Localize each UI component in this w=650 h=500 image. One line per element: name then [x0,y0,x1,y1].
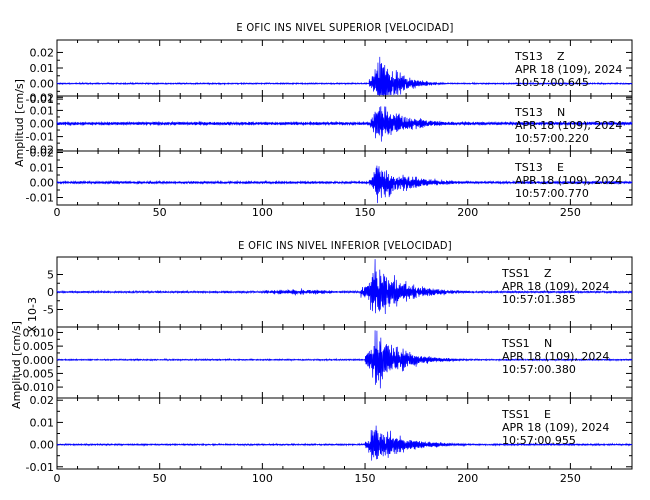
panel-date-label: APR 18 (109), 2024 [515,63,622,76]
y-tick-label: 0.01 [30,62,55,75]
panel-date-label: APR 18 (109), 2024 [502,350,609,363]
panel-station-label: TS13 [514,161,543,174]
panel-time-label: 10:57:00.220 [515,132,589,145]
x-tick-label: 0 [54,206,61,219]
panel-station-label: TSS1 [501,408,530,421]
waveform-trace [56,425,633,461]
panel-component-label: Z [557,50,565,63]
panel-date-label: APR 18 (109), 2024 [502,421,609,434]
panel-date-label: APR 18 (109), 2024 [515,119,622,132]
y-tick-label: 0.01 [30,416,55,429]
lower-y-axis-label: Amplitud [cm/s] [10,321,23,409]
y-tick-label: -0.01 [26,192,54,205]
waveform-trace [56,165,633,204]
panel-station-label: TSS1 [501,337,530,350]
panel-time-label: 10:57:00.645 [515,76,589,89]
panel-component-label: N [557,106,565,119]
x-tick-label: 150 [355,206,376,219]
x-tick-label: 50 [153,206,167,219]
x-tick-label: 200 [457,206,478,219]
waveform-trace [56,56,633,96]
x-tick-label: 250 [560,472,581,485]
y-tick-label: 0.00 [30,78,55,91]
panel-date-label: APR 18 (109), 2024 [515,174,622,187]
y-tick-label: -0.010 [19,381,54,394]
y-tick-label: 0 [47,286,54,299]
y-tick-label: 0.02 [30,394,55,407]
upper-chart-title: E OFIC INS NIVEL SUPERIOR [VELOCIDAD] [236,21,453,34]
y-tick-label: 0.00 [30,118,55,131]
panel-station-label: TSS1 [501,267,530,280]
panel-station-label: TS13 [514,106,543,119]
y-tick-label: -0.01 [26,461,54,474]
upper-level-chart: E OFIC INS NIVEL SUPERIOR [VELOCIDAD] Am… [13,21,633,219]
waveform-trace [56,106,633,142]
y-tick-label: 5 [47,269,54,282]
panel-station-label: TS13 [514,50,543,63]
panel-time-label: 10:57:01.385 [502,293,576,306]
y-tick-label: -5 [43,304,54,317]
y-tick-label: 0.02 [30,46,55,59]
y-tick-label: 0.000 [23,354,55,367]
lower-chart-title: E OFIC INS NIVEL INFERIOR [VELOCIDAD] [238,239,452,252]
waveform-trace [56,330,633,389]
y-tick-label: -0.01 [26,131,54,144]
y-tick-label: 0.01 [30,104,55,117]
y-tick-label: 0.010 [23,326,55,339]
upper-y-axis-label: Amplitud [cm/s] [13,79,26,167]
y-tick-label: -0.01 [26,93,54,106]
y-tick-label: 0.01 [30,162,55,175]
x-tick-label: 150 [355,472,376,485]
panel-time-label: 10:57:00.770 [515,187,589,200]
x-tick-label: 200 [457,472,478,485]
y-tick-label: 0.00 [30,177,55,190]
panel-time-label: 10:57:00.955 [502,434,576,447]
y-tick-label: 0.00 [30,439,55,452]
y-tick-label: 0.02 [30,91,55,104]
y-tick-label: -0.02 [26,144,54,157]
x-tick-label: 0 [54,472,61,485]
panel-component-label: N [544,337,552,350]
panel-date-label: APR 18 (109), 2024 [502,280,609,293]
panel-component-label: E [557,161,564,174]
y-tick-label: -0.005 [19,367,54,380]
x-tick-label: 50 [153,472,167,485]
y-tick-label: 0.005 [23,340,55,353]
x-tick-label: 100 [252,206,273,219]
panel-time-label: 10:57:00.380 [502,363,576,376]
panel-component-label: E [544,408,551,421]
scale-factor-label: X 10-3 [26,297,39,333]
x-tick-label: 100 [252,472,273,485]
waveform-trace [56,259,633,315]
lower-level-chart: E OFIC INS NIVEL INFERIOR [VELOCIDAD] Am… [10,239,633,485]
panel-component-label: Z [544,267,552,280]
y-tick-label: 0.02 [30,147,55,160]
x-tick-label: 250 [560,206,581,219]
